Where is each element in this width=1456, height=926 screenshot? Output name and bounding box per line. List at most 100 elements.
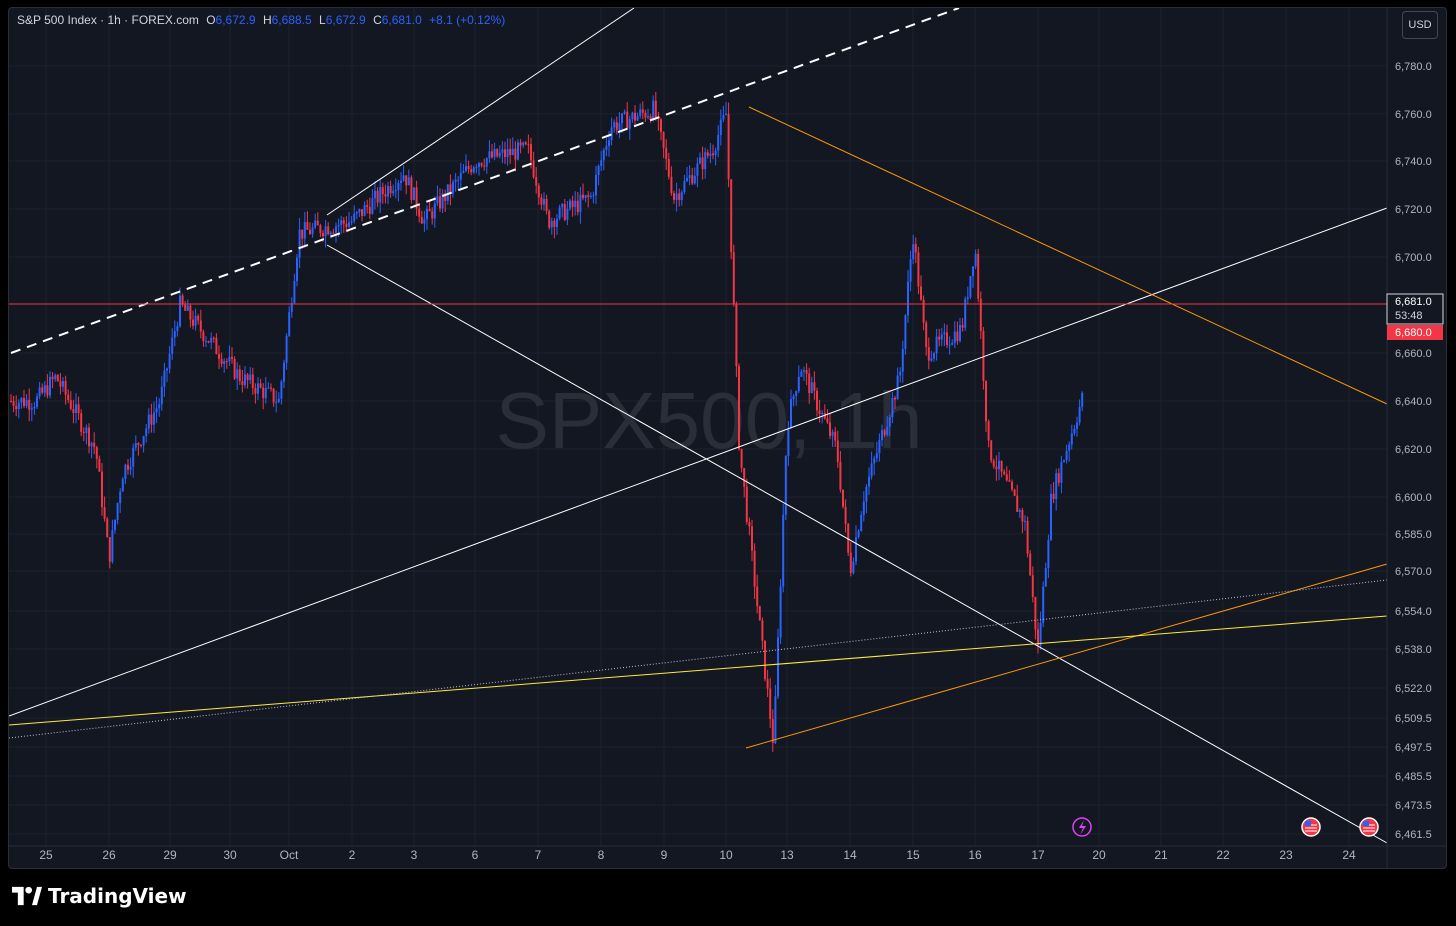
candle-body bbox=[987, 421, 990, 441]
candle-body bbox=[732, 252, 735, 305]
candle-body bbox=[938, 336, 941, 340]
candle-body bbox=[288, 312, 291, 336]
candle-body bbox=[441, 193, 444, 209]
candle-body bbox=[238, 369, 241, 382]
low-value: 6,672.9 bbox=[325, 13, 366, 27]
candle-body bbox=[1037, 629, 1039, 646]
candle-body bbox=[186, 305, 189, 311]
candle-body bbox=[298, 229, 301, 258]
candle-body bbox=[1003, 471, 1006, 475]
candle-body bbox=[12, 401, 15, 406]
candle-body bbox=[969, 276, 972, 298]
candle-body bbox=[192, 319, 194, 326]
candle-body bbox=[662, 131, 665, 148]
white-trendline-upper bbox=[326, 8, 635, 216]
candle-body bbox=[496, 148, 499, 157]
candle-body bbox=[977, 253, 980, 299]
candle-body bbox=[124, 464, 127, 480]
time-tick-label: 26 bbox=[102, 848, 116, 862]
currency-button[interactable]: USD bbox=[1402, 11, 1438, 39]
candle-body bbox=[311, 227, 314, 235]
candle-body bbox=[779, 586, 782, 638]
time-tick-label: 13 bbox=[780, 848, 794, 862]
candle-body bbox=[236, 369, 239, 379]
candle-body bbox=[745, 486, 748, 523]
candle-body bbox=[199, 320, 202, 332]
candle-body bbox=[860, 514, 863, 532]
candle-body bbox=[907, 281, 909, 316]
candle-body bbox=[639, 109, 642, 116]
price-tick-label: 6,485.5 bbox=[1395, 771, 1432, 783]
us-flag-icon bbox=[1359, 817, 1379, 837]
price-tick-label: 6,660.0 bbox=[1395, 348, 1432, 360]
candle-body bbox=[849, 552, 852, 573]
symbol-title[interactable]: S&P 500 Index · 1h · FOREX.com bbox=[17, 13, 199, 27]
candle-body bbox=[738, 366, 740, 449]
price-tick-label: 6,760.0 bbox=[1395, 109, 1432, 121]
candle-body bbox=[132, 447, 135, 467]
candle-body bbox=[621, 113, 623, 124]
chart-frame[interactable]: SPX500, 1h 6,780.0 6,760.0 6,740.0 6,720.0 6,… bbox=[8, 7, 1447, 869]
candle-body bbox=[816, 390, 818, 411]
candle-body bbox=[134, 443, 137, 448]
candle-body bbox=[166, 368, 168, 371]
symbol-legend[interactable]: S&P 500 Index · 1h · FOREX.com O6,672.9 … bbox=[17, 13, 505, 27]
candle-body bbox=[917, 252, 920, 287]
candle-body bbox=[283, 362, 285, 382]
candle-body bbox=[38, 387, 41, 397]
candle-body bbox=[808, 373, 811, 394]
candle-body bbox=[158, 404, 161, 409]
tradingview-brand[interactable]: TradingView bbox=[12, 884, 187, 908]
candle-body bbox=[181, 295, 184, 305]
level-price-box bbox=[1387, 325, 1443, 340]
candle-body bbox=[803, 370, 805, 372]
candle-body bbox=[722, 115, 725, 120]
candle-body bbox=[244, 374, 246, 386]
candle-body bbox=[241, 381, 244, 386]
candle-body bbox=[1060, 461, 1063, 483]
candle-body bbox=[548, 210, 551, 228]
candle-body bbox=[826, 418, 829, 423]
candle-body bbox=[561, 204, 564, 208]
symbol-watermark: SPX500, 1h bbox=[496, 376, 923, 465]
candle-body bbox=[608, 140, 610, 146]
candle-body bbox=[818, 410, 821, 415]
time-tick-label: 7 bbox=[535, 848, 542, 862]
candle-body bbox=[852, 561, 855, 573]
candle-body bbox=[163, 370, 166, 387]
candle-body bbox=[587, 195, 590, 198]
candle-body bbox=[407, 177, 410, 186]
candle-body bbox=[683, 181, 686, 193]
candle-body bbox=[444, 193, 447, 201]
candle-body bbox=[33, 406, 36, 409]
candle-body bbox=[602, 149, 605, 161]
candle-body bbox=[114, 519, 116, 531]
candle-body bbox=[452, 181, 454, 194]
candle-body bbox=[883, 430, 886, 435]
candle-body bbox=[813, 382, 816, 391]
candle-body bbox=[623, 111, 626, 114]
price-tick-label: 6,740.0 bbox=[1395, 156, 1432, 168]
price-tick-label: 6,461.5 bbox=[1395, 829, 1432, 841]
candle-body bbox=[470, 169, 473, 173]
candle-body bbox=[631, 112, 634, 120]
candle-body bbox=[56, 375, 59, 382]
time-tick-label: Oct bbox=[280, 848, 299, 862]
candle-body bbox=[270, 387, 272, 389]
candle-body bbox=[43, 385, 46, 393]
candle-body bbox=[387, 186, 389, 197]
candle-body bbox=[246, 374, 249, 381]
candle-body bbox=[15, 405, 18, 410]
candle-body bbox=[10, 401, 12, 402]
candle-body bbox=[363, 205, 366, 216]
candle-body bbox=[927, 347, 930, 361]
yellow-trendline bbox=[9, 615, 1388, 726]
candle-body bbox=[355, 212, 358, 214]
candle-body bbox=[894, 397, 896, 400]
candle-body bbox=[995, 466, 998, 470]
dotted-trendline bbox=[9, 579, 1388, 739]
price-chart[interactable]: SPX500, 1h 6,780.0 6,760.0 6,740.0 6,720.0 6,… bbox=[9, 8, 1446, 868]
candle-body bbox=[961, 324, 964, 328]
candle-body bbox=[579, 194, 582, 213]
candle-body bbox=[558, 207, 561, 219]
